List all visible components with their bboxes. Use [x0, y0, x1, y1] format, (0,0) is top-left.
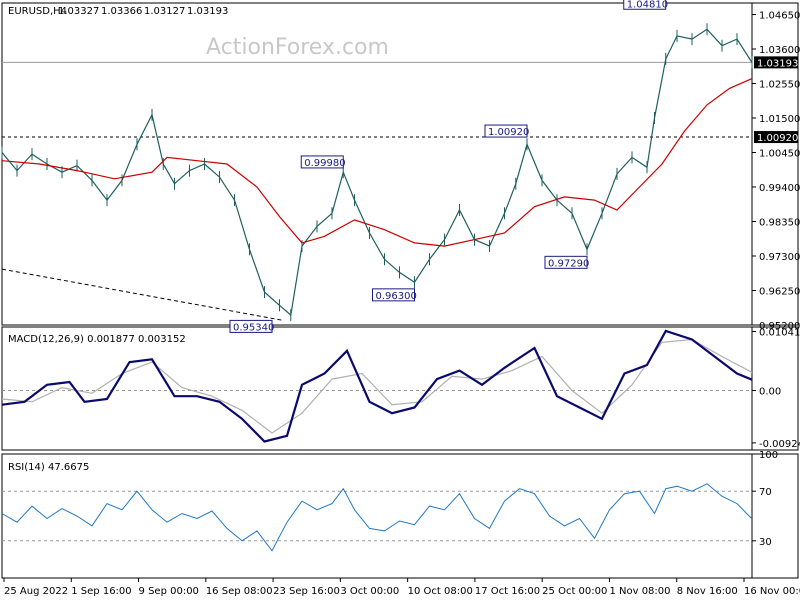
price-y-tick-label: 1.01500: [759, 114, 800, 125]
price-annotation-box: [300, 155, 344, 169]
rsi-y-tick-label: 70: [759, 487, 772, 498]
price-annotation-label: 1.04810: [627, 0, 668, 10]
current-price-tag-label: 1.03193: [757, 58, 798, 69]
x-tick-label: 16 Sep 08:00: [206, 586, 273, 597]
price-y-tick-label: 0.97300: [759, 252, 800, 263]
price-y-tick-label: 1.04650: [759, 11, 800, 22]
x-tick-label: 25 Oct 00:00: [542, 586, 607, 597]
moving-average-line: [1, 78, 753, 247]
x-tick-label: 17 Oct 16:00: [475, 586, 540, 597]
rsi-header: RSI(14) 47.6675: [8, 462, 89, 473]
price-annotation-label: 0.96300: [376, 291, 417, 302]
rsi-pane-layer: [1, 483, 753, 552]
macd-header: MACD(12,26,9) 0.001877 0.003152: [8, 334, 186, 345]
rsi-line: [1, 483, 753, 552]
price-y-tick-label: 0.96250: [759, 287, 800, 298]
price-y-tick-label: 0.98350: [759, 218, 800, 229]
price-annotation-label: 0.99980: [304, 158, 345, 169]
macd-y-tick-label: -0.009244: [759, 439, 800, 450]
price-pane-layer: 1.04810 1.00920 0.99980 0.97290 0.96300 0.953…: [1, 0, 753, 333]
x-tick-label: 16 Nov 00:00: [744, 586, 800, 597]
trendline: [1, 268, 284, 321]
price-header-open: 1.03327: [58, 6, 99, 17]
x-tick-label: 9 Sep 00:00: [139, 586, 199, 597]
price-y-tick-label: 0.95200: [759, 321, 800, 332]
price-annotation-label: 1.00920: [488, 127, 529, 138]
price-header-close: 1.03193: [187, 6, 228, 17]
price-header-symbol: EURUSD,H4: [8, 6, 67, 17]
support-level-tag: [754, 131, 798, 144]
price-y-tick-label: 1.03600: [759, 45, 800, 56]
price-header-high: 1.03366: [101, 6, 142, 17]
price-header-low: 1.03127: [144, 6, 185, 17]
current-price-tag: [754, 56, 798, 69]
pane-frame-rsi: [1, 453, 799, 579]
rsi-y-tick-label: 30: [759, 537, 772, 548]
macd-y-tick-label: 0.010415: [759, 327, 800, 338]
price-annotation-label: 0.97290: [548, 258, 589, 269]
price-annotation-box: [229, 319, 273, 333]
x-tick-label: 25 Aug 2022: [4, 586, 68, 597]
price-y-tick-label: 1.02550: [759, 80, 800, 91]
x-tick-label: 1 Sep 16:00: [71, 586, 131, 597]
axes-layer: 1.04650 1.03600 1.02550 1.01500 1.00450 0.994…: [3, 11, 800, 597]
support-level-tag-label: 1.00920: [757, 133, 798, 144]
price-y-tick-label: 0.99400: [759, 183, 800, 194]
price-series-line: [1, 28, 753, 317]
watermark-text: ActionForex.com: [206, 35, 389, 60]
price-annotation-box: [372, 288, 415, 302]
price-annotation-box: [484, 124, 528, 138]
macd-pane-layer: [1, 329, 753, 443]
x-tick-label: 8 Nov 16:00: [677, 586, 738, 597]
rsi-y-tick-label: 100: [759, 450, 778, 461]
price-y-tick-label: 1.00450: [759, 149, 800, 160]
x-tick-label: 1 Nov 08:00: [609, 586, 670, 597]
macd-y-tick-label: 0.00: [759, 386, 781, 397]
price-annotation-label: 0.95340: [233, 322, 274, 333]
pane-frame-macd: [1, 326, 799, 451]
price-annotation-box: [544, 255, 588, 269]
x-tick-label: 3 Oct 00:00: [340, 586, 399, 597]
x-tick-label: 10 Oct 08:00: [408, 586, 473, 597]
macd-signal-line: [1, 338, 753, 434]
price-annotation-box: [623, 0, 667, 10]
x-tick-label: 23 Sep 16:00: [273, 586, 340, 597]
macd-line: [1, 329, 753, 443]
